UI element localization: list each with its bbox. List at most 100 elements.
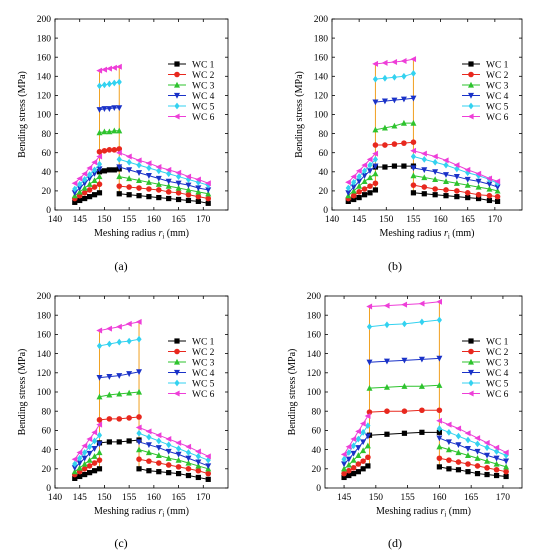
data-point	[436, 425, 442, 432]
legend-label: WC 1	[192, 60, 215, 70]
data-point	[361, 178, 368, 184]
data-point	[87, 194, 93, 200]
data-point	[364, 413, 371, 419]
data-point	[355, 428, 361, 435]
data-point	[116, 63, 122, 70]
x-tick-label: 170	[488, 215, 503, 225]
data-point	[365, 454, 371, 461]
panel-label: (c)	[114, 536, 127, 550]
data-point	[454, 188, 460, 194]
data-point	[72, 185, 78, 193]
y-tick-label: 120	[37, 92, 52, 102]
data-point	[366, 156, 373, 163]
data-point	[175, 471, 182, 477]
data-point	[101, 81, 108, 89]
legend-marker	[173, 113, 180, 120]
data-point	[443, 193, 449, 199]
y-tick-label: 60	[319, 149, 329, 159]
x-tick-label: 155	[122, 215, 137, 225]
data-point	[446, 428, 452, 436]
data-point	[126, 158, 132, 166]
data-point	[391, 122, 398, 129]
data-point	[493, 455, 500, 462]
data-point	[111, 105, 118, 112]
chart-panel-2: 0 20 40 60 80 100 120 140 160 180 200 140 145 150 155 1…	[294, 15, 523, 273]
data-point	[135, 424, 142, 431]
data-point	[126, 415, 132, 421]
y-tick-label: 0	[323, 206, 328, 216]
legend-label: WC 6	[192, 390, 215, 400]
data-point	[72, 475, 78, 481]
data-point	[484, 457, 491, 464]
series-wc3	[71, 127, 212, 199]
legend-label: WC 6	[192, 113, 215, 123]
x-tick-label: 140	[48, 493, 63, 503]
data-point	[136, 369, 143, 376]
data-point	[165, 178, 172, 185]
data-point	[91, 460, 98, 466]
series-wc2	[341, 407, 509, 477]
data-point	[116, 191, 122, 197]
data-point	[418, 383, 425, 389]
series-line-segment	[119, 176, 209, 195]
y-tick-label: 160	[37, 331, 52, 341]
data-point	[464, 181, 471, 188]
data-point	[166, 195, 172, 202]
data-point	[71, 190, 78, 197]
legend-marker	[468, 81, 474, 88]
data-point	[135, 157, 142, 164]
x-tick-label: 155	[400, 493, 415, 503]
data-point	[145, 428, 152, 435]
data-point	[96, 153, 103, 160]
data-point	[205, 200, 211, 206]
data-point	[384, 431, 390, 437]
data-point	[106, 439, 112, 445]
data-point	[350, 436, 357, 443]
data-point	[346, 472, 352, 479]
legend-label: WC 3	[486, 358, 509, 368]
y-tick-label: 20	[319, 187, 329, 197]
data-point	[101, 66, 108, 73]
data-point	[86, 181, 93, 187]
data-point	[96, 148, 103, 155]
data-point	[126, 438, 132, 444]
x-tick-label: 170	[196, 215, 211, 225]
data-point	[96, 417, 103, 423]
x-tick-label: 170	[496, 493, 511, 503]
data-point	[341, 470, 347, 477]
data-point	[401, 430, 408, 436]
y-tick-label: 80	[42, 130, 52, 140]
data-point	[86, 175, 93, 182]
data-point	[355, 461, 362, 467]
data-point	[106, 65, 112, 72]
data-point	[383, 302, 390, 309]
data-point	[494, 198, 501, 205]
data-point	[350, 173, 357, 180]
data-point	[366, 323, 373, 331]
data-point	[350, 465, 357, 471]
data-point	[432, 186, 438, 192]
data-point	[464, 446, 471, 452]
y-tick-label: 20	[42, 465, 52, 475]
data-point	[445, 446, 452, 453]
y-tick-label: 40	[42, 168, 52, 178]
legend-label: WC 5	[486, 102, 509, 112]
data-point	[455, 432, 462, 440]
data-point	[494, 193, 501, 200]
data-point	[401, 320, 408, 328]
data-point	[436, 355, 443, 362]
data-point	[106, 167, 112, 173]
data-point	[356, 178, 363, 185]
data-point	[116, 439, 122, 445]
panel-label: (a)	[114, 259, 127, 273]
legend-label: WC 1	[192, 337, 215, 347]
data-point	[436, 429, 442, 435]
data-point	[410, 190, 417, 196]
data-point	[111, 167, 117, 173]
data-point	[116, 105, 123, 112]
legend-marker	[468, 71, 474, 78]
data-point	[146, 194, 152, 200]
data-point	[81, 184, 88, 191]
legend-label: WC 2	[192, 348, 215, 358]
data-point	[401, 140, 407, 146]
